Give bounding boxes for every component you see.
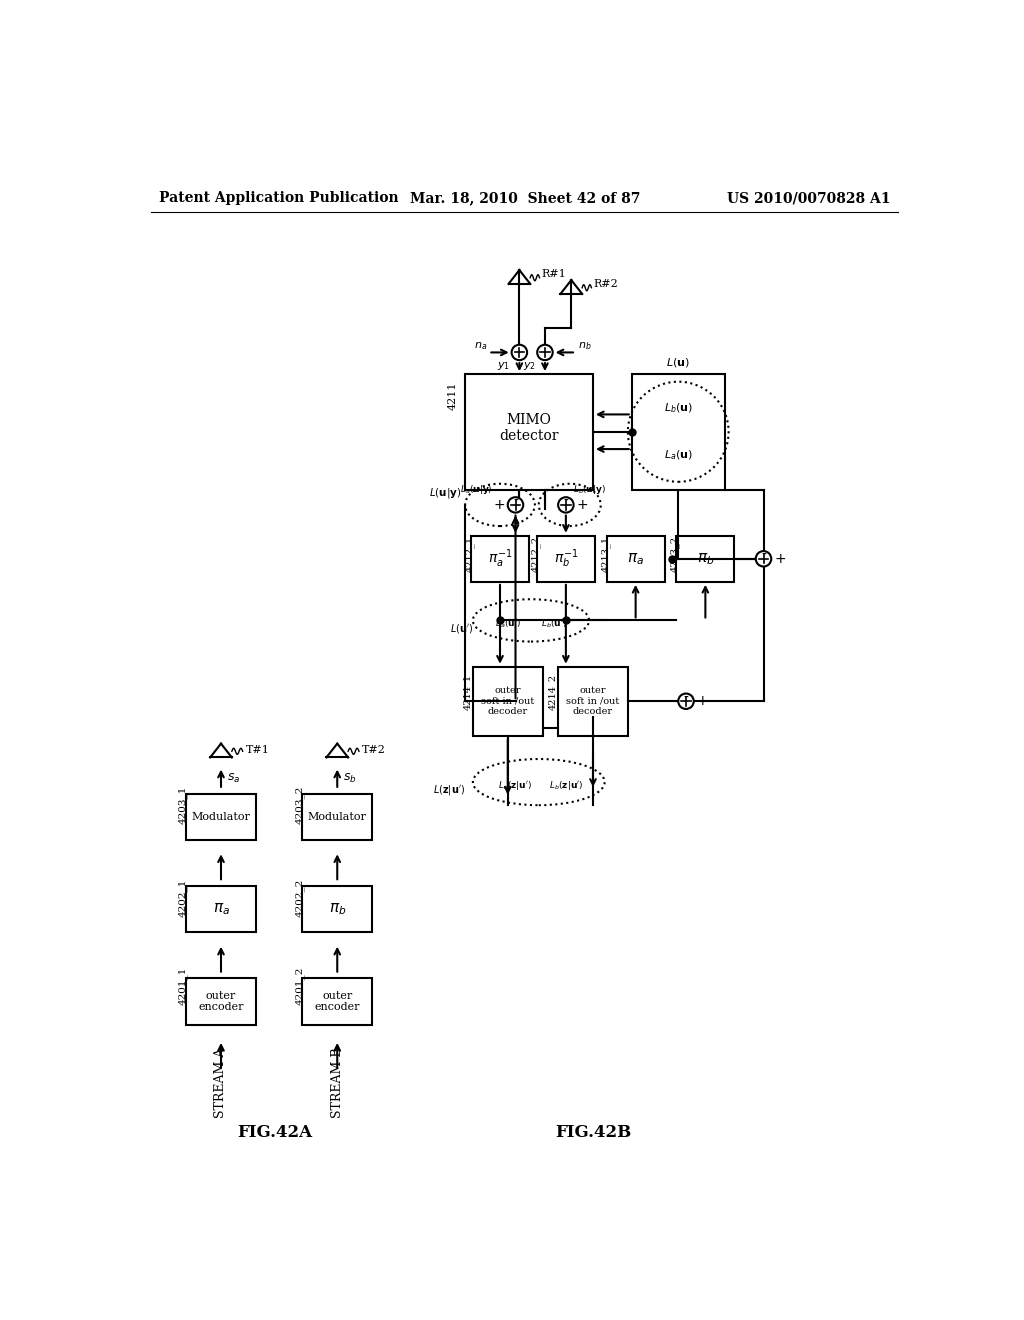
Text: -: - <box>684 690 688 705</box>
Bar <box>302 793 372 840</box>
Text: $L(\mathbf{z}|\mathbf{u}')$: $L(\mathbf{z}|\mathbf{u}')$ <box>433 783 465 797</box>
Circle shape <box>756 552 771 566</box>
Circle shape <box>558 498 573 512</box>
Text: -: - <box>513 494 518 508</box>
Text: $n_a$: $n_a$ <box>473 341 486 352</box>
Text: +: + <box>774 552 786 566</box>
Text: $L_a(\mathbf{z}|\mathbf{u}')$: $L_a(\mathbf{z}|\mathbf{u}')$ <box>499 779 532 792</box>
Bar <box>558 667 628 737</box>
Bar <box>302 978 372 1024</box>
Bar <box>632 374 725 490</box>
Text: $s_b$: $s_b$ <box>343 772 357 785</box>
Text: 4201_1: 4201_1 <box>178 968 188 1006</box>
Text: R#1: R#1 <box>541 269 566 279</box>
Bar <box>471 536 529 582</box>
Text: MIMO
detector: MIMO detector <box>500 413 559 444</box>
Text: 4212_2: 4212_2 <box>531 536 541 572</box>
Text: outer
soft in /out
decoder: outer soft in /out decoder <box>566 686 620 717</box>
Text: 4213_1: 4213_1 <box>601 536 610 572</box>
Text: $L_a(\mathbf{u})$: $L_a(\mathbf{u})$ <box>664 447 692 462</box>
Text: STREAM A: STREAM A <box>214 1047 227 1118</box>
Text: $\pi_b$: $\pi_b$ <box>329 902 346 917</box>
Text: $L(\mathbf{u})$: $L(\mathbf{u})$ <box>667 356 690 370</box>
Text: $L_b(\mathbf{z}|\mathbf{u}')$: $L_b(\mathbf{z}|\mathbf{u}')$ <box>549 779 583 792</box>
Text: Modulator: Modulator <box>308 812 367 822</box>
Circle shape <box>508 498 523 512</box>
Text: Patent Application Publication: Patent Application Publication <box>159 191 398 206</box>
Bar <box>606 536 665 582</box>
Text: +: + <box>577 498 589 512</box>
Bar <box>186 978 256 1024</box>
Text: $L(\mathbf{u}')$: $L(\mathbf{u}')$ <box>450 622 473 635</box>
Text: outer
soft in /out
decoder: outer soft in /out decoder <box>481 686 535 717</box>
Text: $\pi_a$: $\pi_a$ <box>627 550 644 566</box>
Text: STREAM B: STREAM B <box>331 1047 344 1118</box>
Text: 4214_1: 4214_1 <box>463 675 472 710</box>
Text: $y_2$: $y_2$ <box>522 360 536 372</box>
Text: outer
encoder: outer encoder <box>314 991 360 1012</box>
Text: $y_1$: $y_1$ <box>497 360 510 372</box>
Text: FIG.42A: FIG.42A <box>238 1123 312 1140</box>
Text: 4213_2: 4213_2 <box>671 536 680 572</box>
Text: 4203_2: 4203_2 <box>295 785 304 825</box>
Text: $\pi_b$: $\pi_b$ <box>696 550 714 566</box>
Text: FIG.42B: FIG.42B <box>555 1123 631 1140</box>
Text: $s_a$: $s_a$ <box>227 772 241 785</box>
Text: $L_a(\mathbf{u}|\mathbf{y})$: $L_a(\mathbf{u}|\mathbf{y})$ <box>461 483 494 496</box>
Bar <box>537 536 595 582</box>
Text: $L(\mathbf{u}|\mathbf{y})$: $L(\mathbf{u}|\mathbf{y})$ <box>429 486 461 500</box>
Text: $L_b(\mathbf{u}|\mathbf{y})$: $L_b(\mathbf{u}|\mathbf{y})$ <box>572 483 605 496</box>
Bar <box>186 793 256 840</box>
Circle shape <box>512 345 527 360</box>
Text: T#2: T#2 <box>362 744 386 755</box>
Text: Mar. 18, 2010  Sheet 42 of 87: Mar. 18, 2010 Sheet 42 of 87 <box>410 191 640 206</box>
Text: $\pi_a$: $\pi_a$ <box>213 902 229 917</box>
Text: $\pi_a^{-1}$: $\pi_a^{-1}$ <box>487 548 512 570</box>
Text: R#2: R#2 <box>593 279 617 289</box>
Text: 4201_2: 4201_2 <box>295 968 304 1006</box>
Bar <box>302 886 372 932</box>
Text: outer
encoder: outer encoder <box>199 991 244 1012</box>
Bar <box>473 667 543 737</box>
Text: $L_b(\mathbf{u})$: $L_b(\mathbf{u})$ <box>664 401 693 416</box>
Text: T#1: T#1 <box>246 744 269 755</box>
Text: $n_b$: $n_b$ <box>578 341 591 352</box>
Circle shape <box>538 345 553 360</box>
Text: -: - <box>761 548 766 562</box>
Text: +: + <box>493 498 505 512</box>
Text: 4202_1: 4202_1 <box>178 878 188 917</box>
Text: $L_b(\mathbf{u}')$: $L_b(\mathbf{u}')$ <box>542 618 567 631</box>
Bar <box>465 374 593 490</box>
Text: 4212_1: 4212_1 <box>465 536 475 572</box>
Bar <box>186 886 256 932</box>
Text: 4203_1: 4203_1 <box>178 785 188 825</box>
Text: $\pi_b^{-1}$: $\pi_b^{-1}$ <box>554 548 579 570</box>
Text: 4202_2: 4202_2 <box>295 878 304 917</box>
Text: $L_a(\mathbf{u}')$: $L_a(\mathbf{u}')$ <box>495 618 520 631</box>
Text: Modulator: Modulator <box>191 812 251 822</box>
Text: 4214_2: 4214_2 <box>548 675 558 710</box>
Text: -: - <box>563 494 568 508</box>
Bar <box>676 536 734 582</box>
Text: +: + <box>697 694 709 709</box>
Text: US 2010/0070828 A1: US 2010/0070828 A1 <box>727 191 891 206</box>
Text: 4211: 4211 <box>447 381 458 411</box>
Circle shape <box>678 693 693 709</box>
